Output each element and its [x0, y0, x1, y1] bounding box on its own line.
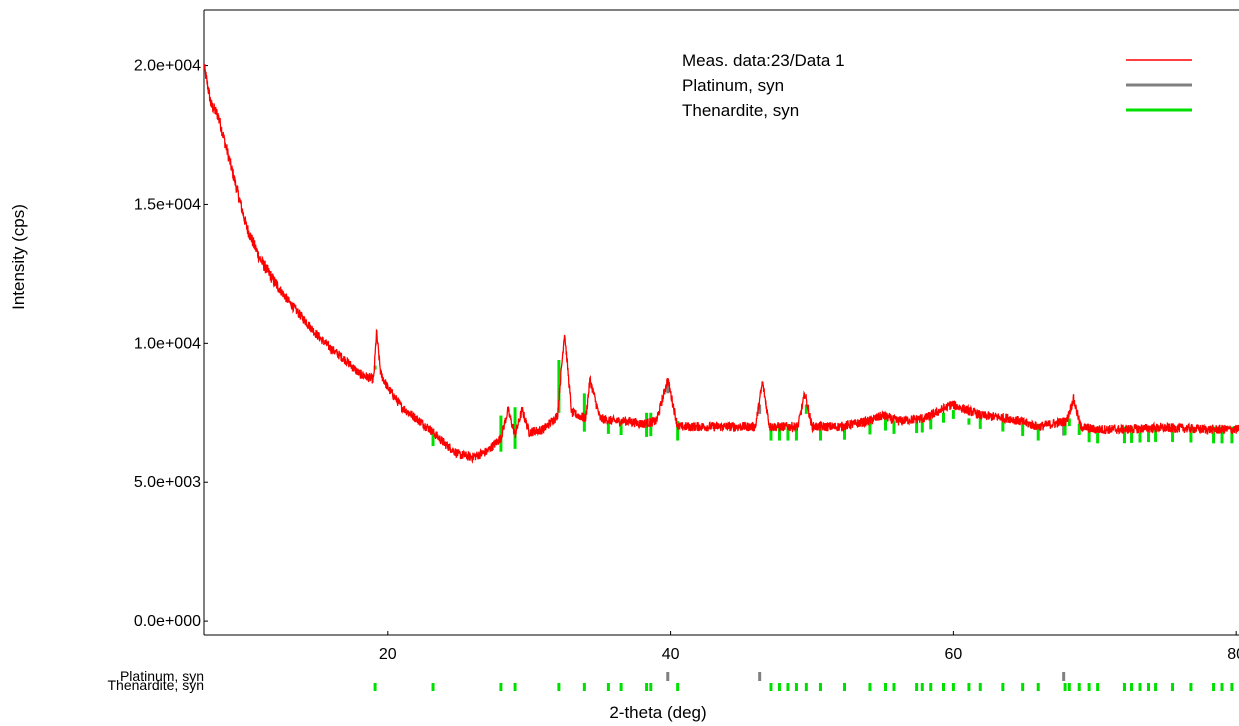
legend-label: Platinum, syn	[682, 76, 784, 95]
legend-label: Thenardite, syn	[682, 101, 799, 120]
reference-label-platinum: Platinum, syn	[120, 668, 204, 684]
measured-data-line	[204, 63, 1239, 465]
x-axis-title: 2-theta (deg)	[609, 703, 706, 722]
x-tick-label: 20	[379, 646, 397, 663]
legend-label: Meas. data:23/Data 1	[682, 51, 845, 70]
y-axis: 0.0e+000 5.0e+003 1.0e+004 1.5e+004 2.0e+004	[134, 58, 208, 630]
y-tick-label: 2.0e+004	[134, 58, 201, 75]
series-lines	[204, 63, 1239, 465]
x-axis: 20 40 60 80	[379, 631, 1239, 663]
x-tick-label: 40	[662, 646, 680, 663]
x-tick-label: 60	[944, 646, 962, 663]
y-tick-label: 0.0e+000	[134, 613, 201, 630]
y-tick-label: 5.0e+003	[134, 474, 201, 491]
y-axis-title: Intensity (cps)	[9, 204, 28, 310]
reference-label-thenardite: Thenardite, syn	[108, 677, 205, 693]
y-tick-label: 1.5e+004	[134, 196, 201, 213]
y-tick-label: 1.0e+004	[134, 335, 201, 352]
x-tick-label: 80	[1227, 646, 1239, 663]
legend: Meas. data:23/Data 1 Platinum, syn Thenard…	[682, 51, 1192, 120]
